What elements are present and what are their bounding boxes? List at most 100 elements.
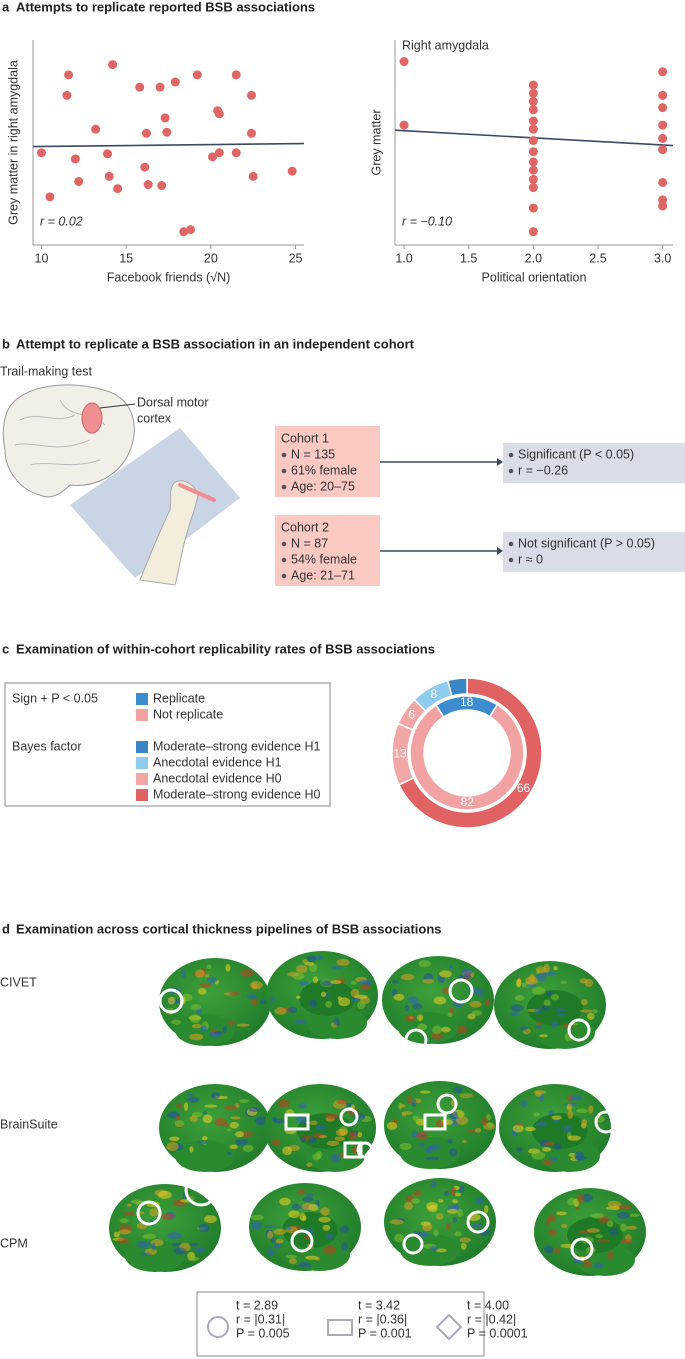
texture <box>224 1104 238 1111</box>
donut-segment <box>409 703 525 811</box>
point <box>658 90 668 100</box>
texture <box>336 958 350 966</box>
texture <box>194 1247 206 1253</box>
texture <box>549 1156 559 1161</box>
texture <box>551 1115 562 1120</box>
texture <box>459 1237 472 1243</box>
texture <box>458 1185 465 1193</box>
cohort-box <box>275 426 380 497</box>
texture <box>579 978 588 984</box>
texture <box>553 966 558 971</box>
texture <box>460 1242 467 1251</box>
brain-image <box>384 1178 496 1266</box>
texture <box>174 1120 185 1128</box>
point <box>528 105 538 115</box>
texture <box>314 1124 326 1131</box>
texture <box>201 1136 208 1141</box>
texture <box>225 963 231 972</box>
texture <box>301 1202 314 1211</box>
texture <box>282 1146 293 1156</box>
texture <box>202 1114 213 1124</box>
texture <box>157 1190 172 1200</box>
texture <box>357 1131 363 1138</box>
texture <box>273 1228 287 1235</box>
texture <box>333 1017 340 1027</box>
texture <box>512 1124 524 1133</box>
marker-circle <box>594 1110 618 1134</box>
result-item: r = −0.26 <box>518 463 568 477</box>
texture <box>412 1115 420 1121</box>
texture <box>272 1138 281 1147</box>
texture <box>242 1144 254 1152</box>
texture <box>542 1159 553 1166</box>
texture <box>229 1144 238 1150</box>
texture <box>285 1254 297 1259</box>
texture <box>325 1113 339 1120</box>
texture <box>427 1205 438 1212</box>
texture <box>576 1194 584 1204</box>
point <box>135 82 145 92</box>
marker-circle <box>436 1093 458 1115</box>
marker-circle <box>356 1141 374 1159</box>
texture <box>586 1228 600 1233</box>
texture <box>576 1108 589 1114</box>
texture <box>484 1204 489 1214</box>
bullet <box>281 452 287 458</box>
texture <box>304 962 315 966</box>
point <box>70 154 80 164</box>
texture <box>457 974 472 980</box>
panel-title: Examination of within-cohort replicabili… <box>16 641 435 656</box>
texture <box>404 1005 410 1012</box>
cohort-name: Cohort 2 <box>281 520 329 534</box>
point <box>157 181 167 191</box>
texture <box>567 1197 578 1206</box>
texture <box>318 1216 331 1223</box>
point <box>658 103 668 113</box>
texture <box>312 976 319 984</box>
texture <box>204 974 210 978</box>
texture <box>422 978 434 984</box>
texture <box>188 1256 200 1262</box>
legend-box <box>4 682 331 807</box>
texture <box>187 1097 200 1103</box>
texture <box>316 1151 323 1159</box>
texture <box>187 1093 194 1097</box>
cohort-box <box>275 515 380 586</box>
texture <box>136 1240 151 1249</box>
texture <box>553 1247 560 1254</box>
texture <box>413 1189 422 1197</box>
texture <box>570 1095 583 1101</box>
point <box>528 227 538 237</box>
x-tick-label: 2.5 <box>589 251 606 265</box>
legend-stat: P = 0.005 <box>236 1326 290 1340</box>
legend-swatch <box>136 741 148 753</box>
texture <box>433 996 447 1005</box>
texture <box>430 1032 444 1040</box>
texture <box>190 1004 202 1011</box>
texture <box>442 987 450 994</box>
texture <box>322 1224 331 1231</box>
medial-wall <box>527 990 583 1026</box>
texture <box>450 1186 457 1196</box>
texture <box>531 1151 546 1160</box>
texture <box>279 1197 291 1206</box>
texture <box>575 1206 580 1210</box>
texture <box>167 996 176 1005</box>
texture <box>618 1204 632 1210</box>
data-label: 82 <box>461 795 475 809</box>
texture <box>188 1242 200 1247</box>
texture <box>548 1228 557 1236</box>
texture <box>581 1193 593 1203</box>
point <box>658 195 668 205</box>
brain-image <box>382 956 494 1044</box>
x-tick-label: 10 <box>35 251 49 265</box>
texture <box>235 1138 249 1146</box>
bullet <box>508 452 514 458</box>
brain-image <box>159 1084 271 1172</box>
point <box>45 192 55 202</box>
texture <box>236 1023 250 1027</box>
texture <box>338 1128 348 1136</box>
donut-segment <box>446 677 468 697</box>
panel-letter: a <box>2 0 10 14</box>
arrow-head <box>497 458 503 466</box>
